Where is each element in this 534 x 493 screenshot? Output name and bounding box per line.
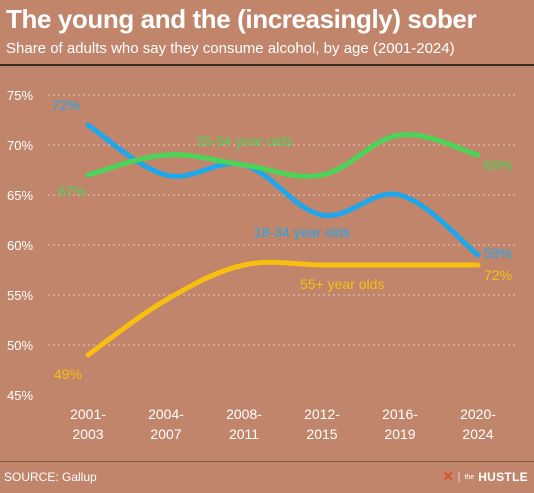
hustle-logo-icon: ✕ [442, 469, 454, 484]
source-note: SOURCE: Gallup [4, 470, 97, 484]
series-end-label: 59% [484, 245, 512, 261]
y-tick-label: 50% [7, 338, 33, 353]
brand-the: the [464, 473, 475, 481]
x-tick-label: 2012-2015 [304, 406, 340, 442]
footer-divider [0, 461, 534, 462]
series-end-label: 72% [484, 267, 512, 283]
series-name-label: 18-34 year olds [254, 224, 351, 240]
y-tick-label: 65% [7, 188, 33, 203]
x-tick-label: 2016-2019 [382, 406, 418, 442]
brand-logo: ✕ | the HUSTLE [443, 469, 528, 485]
x-tick-label: 2020-2024 [460, 406, 496, 442]
series-line-s55 [85, 259, 481, 358]
x-tick-label: 2004-2007 [148, 406, 184, 442]
series-start-label: 72% [52, 97, 80, 113]
y-tick-label: 70% [7, 138, 33, 153]
series-line-s3554 [85, 132, 481, 179]
series-name-label: 55+ year olds [300, 276, 384, 292]
brand-name: HUSTLE [478, 470, 528, 484]
y-tick-label: 45% [7, 388, 33, 403]
brand-separator: | [457, 471, 461, 483]
y-tick-label: 55% [7, 288, 33, 303]
header-divider [0, 64, 534, 66]
series-start-label: 67% [58, 183, 86, 199]
chart-title: The young and the (increasingly) sober [6, 4, 477, 34]
series-end-label: 69% [484, 157, 512, 173]
y-tick-label: 75% [7, 88, 33, 103]
x-tick-label: 2008-2011 [226, 406, 262, 442]
series-line-s1834 [85, 122, 481, 258]
series-start-label: 49% [54, 366, 82, 382]
x-tick-label: 2001-2003 [70, 406, 106, 442]
series-name-label: 35-54 year olds [196, 133, 293, 149]
chart-subtitle: Share of adults who say they consume alc… [6, 40, 455, 57]
y-tick-label: 60% [7, 238, 33, 253]
